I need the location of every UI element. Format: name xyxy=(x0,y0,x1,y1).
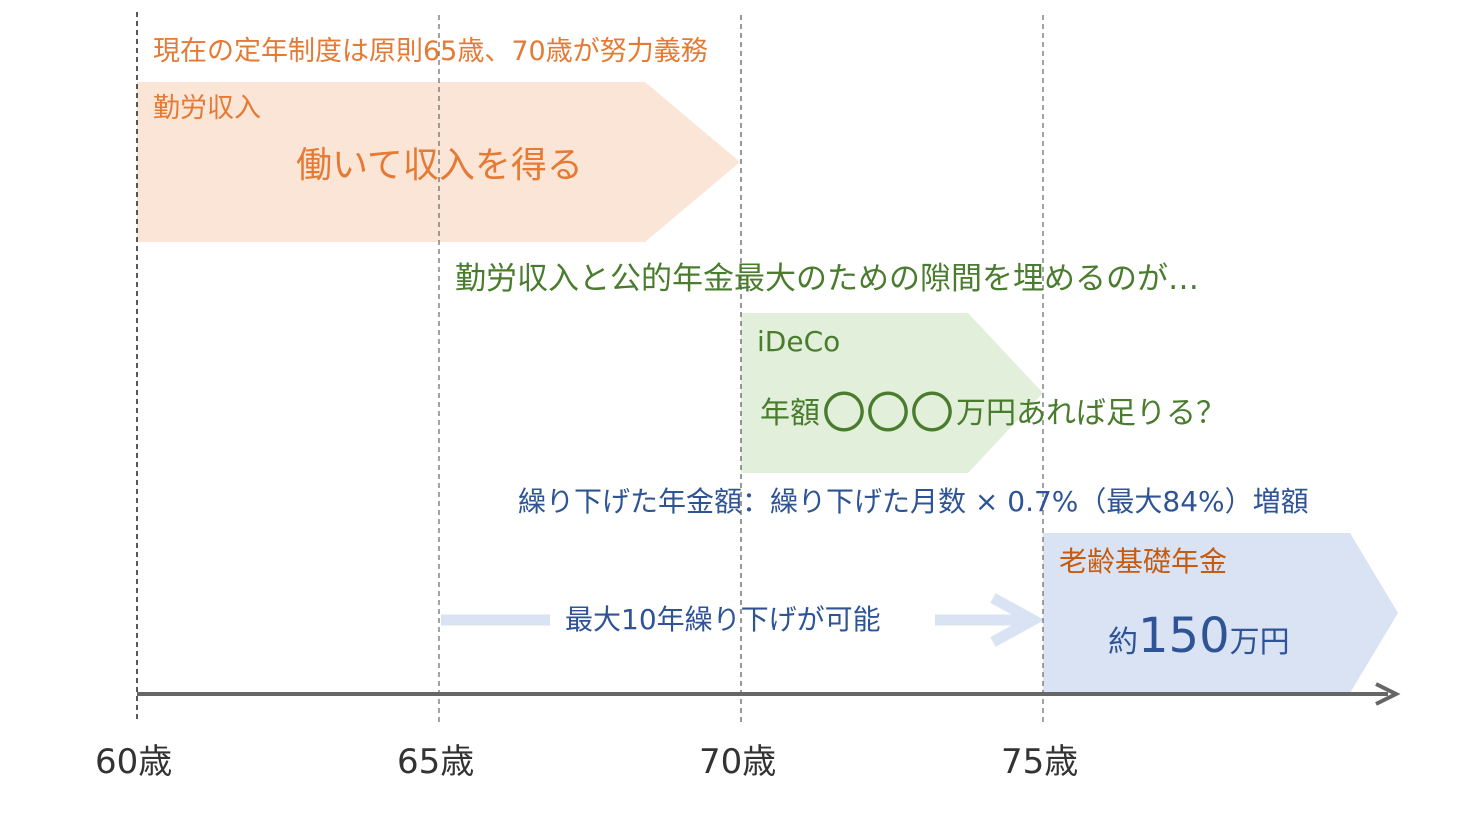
pension-amount-value: 150 xyxy=(1138,608,1230,664)
work-income-label: 勤労収入 xyxy=(153,93,261,124)
work-income-main-text: 働いて収入を得る xyxy=(296,145,583,186)
ideco-amount-prefix: 年額 xyxy=(760,396,820,431)
pension-amount-prefix: 約 xyxy=(1108,625,1138,660)
deferral-arrow-head xyxy=(990,593,1045,647)
ideco-amount-suffix: 万円あれば足りる？ xyxy=(956,396,1226,431)
age-label-75: 75歳 xyxy=(1001,742,1079,782)
time-axis-arrowhead xyxy=(1375,682,1401,706)
pension-amount-line: 約 150 万円 xyxy=(1108,612,1290,660)
ideco-label: iDeCo xyxy=(757,325,841,358)
deferral-formula-text: 繰り下げた年金額：繰り下げた月数 × 0.7%（最大84%）増額 xyxy=(518,485,1309,518)
ideco-amount-line: 年額 〇〇〇 万円あれば足りる？ xyxy=(760,392,1226,436)
age-label-70: 70歳 xyxy=(699,742,777,782)
deferral-arrow-label: 最大10年繰り下げが可能 xyxy=(565,603,881,636)
pension-amount-unit: 万円 xyxy=(1229,625,1290,660)
retirement-rule-text: 現在の定年制度は原則65歳、70歳が努力義務 xyxy=(153,36,708,67)
pension-shape xyxy=(1043,533,1398,693)
ideco-amount-circles: 〇〇〇 xyxy=(822,388,954,439)
ideco-shape xyxy=(741,313,1043,473)
gap-bridge-text: 勤労収入と公的年金最大のための隙間を埋めるのが… xyxy=(455,261,1199,297)
pension-label: 老齢基礎年金 xyxy=(1059,545,1228,578)
age-label-60: 60歳 xyxy=(95,742,173,782)
age-label-65: 65歳 xyxy=(397,742,475,782)
